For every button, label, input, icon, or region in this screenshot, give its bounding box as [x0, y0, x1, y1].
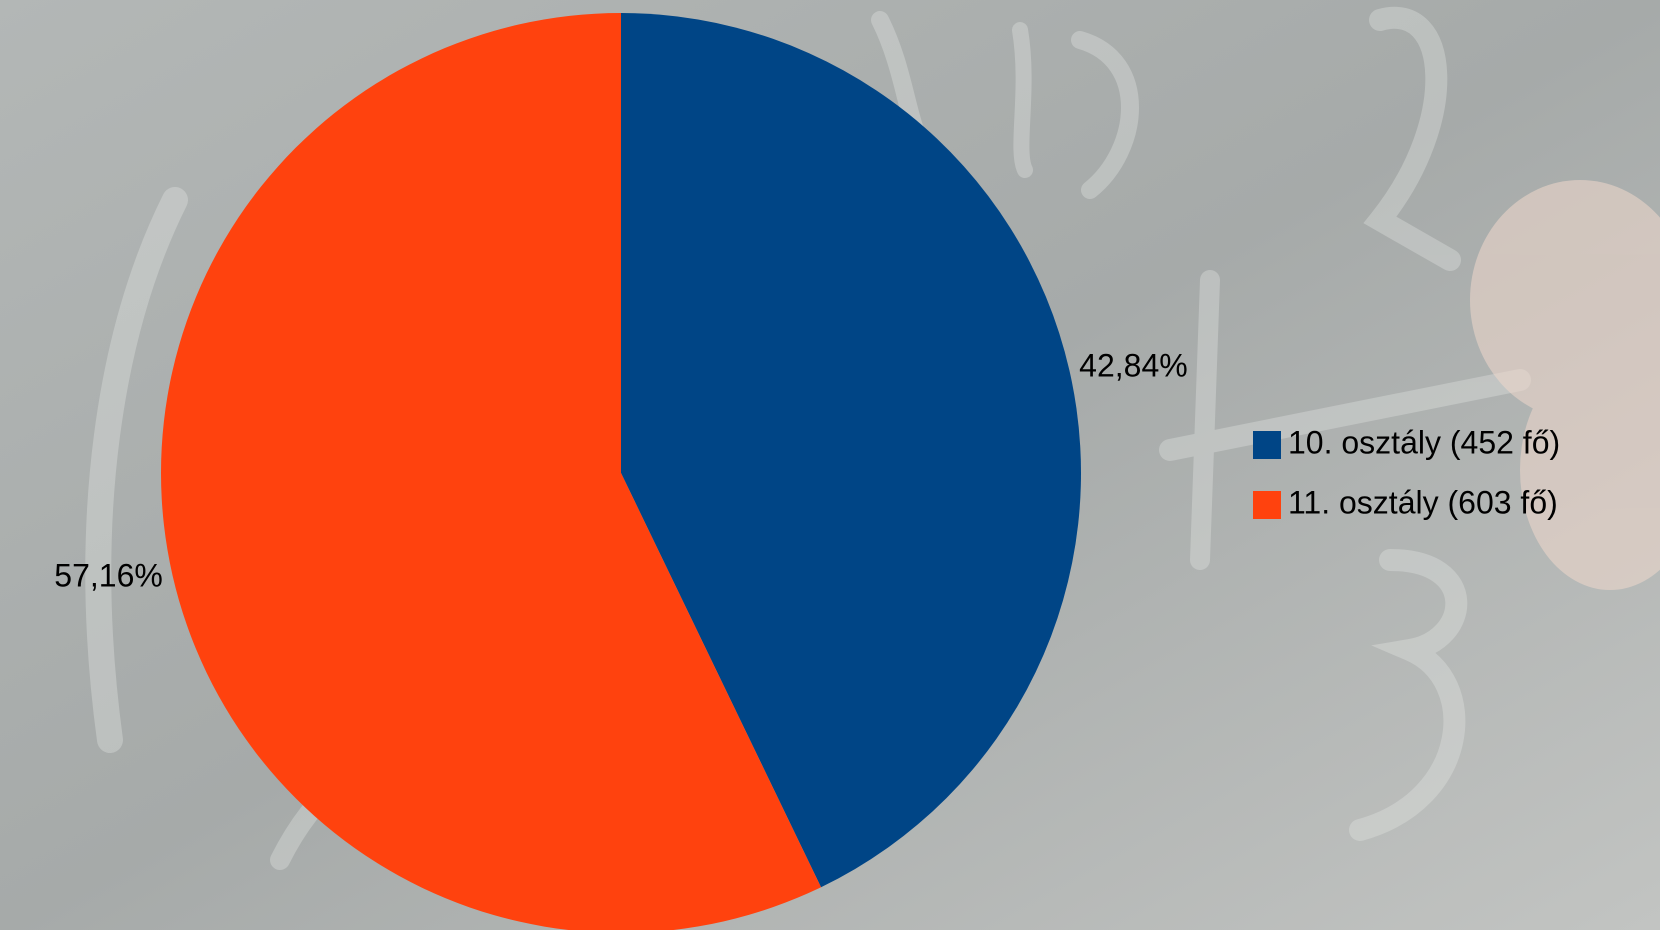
legend-label: 11. osztály (603 fő)	[1288, 484, 1558, 520]
pie-slice	[621, 13, 1082, 888]
chalk-marks	[85, 6, 1531, 870]
data-label: 42,84%	[1079, 348, 1188, 384]
legend-swatch	[1253, 491, 1281, 519]
legend: 10. osztály (452 fő) 11. osztály (603 fő)	[1253, 424, 1560, 520]
legend-label: 10. osztály (452 fő)	[1288, 424, 1560, 460]
data-label: 57,16%	[54, 557, 163, 593]
legend-swatch	[1253, 431, 1281, 459]
pie: 42,84% 57,16%	[54, 13, 1188, 930]
hand	[1470, 180, 1660, 590]
pie-slice	[161, 13, 822, 930]
